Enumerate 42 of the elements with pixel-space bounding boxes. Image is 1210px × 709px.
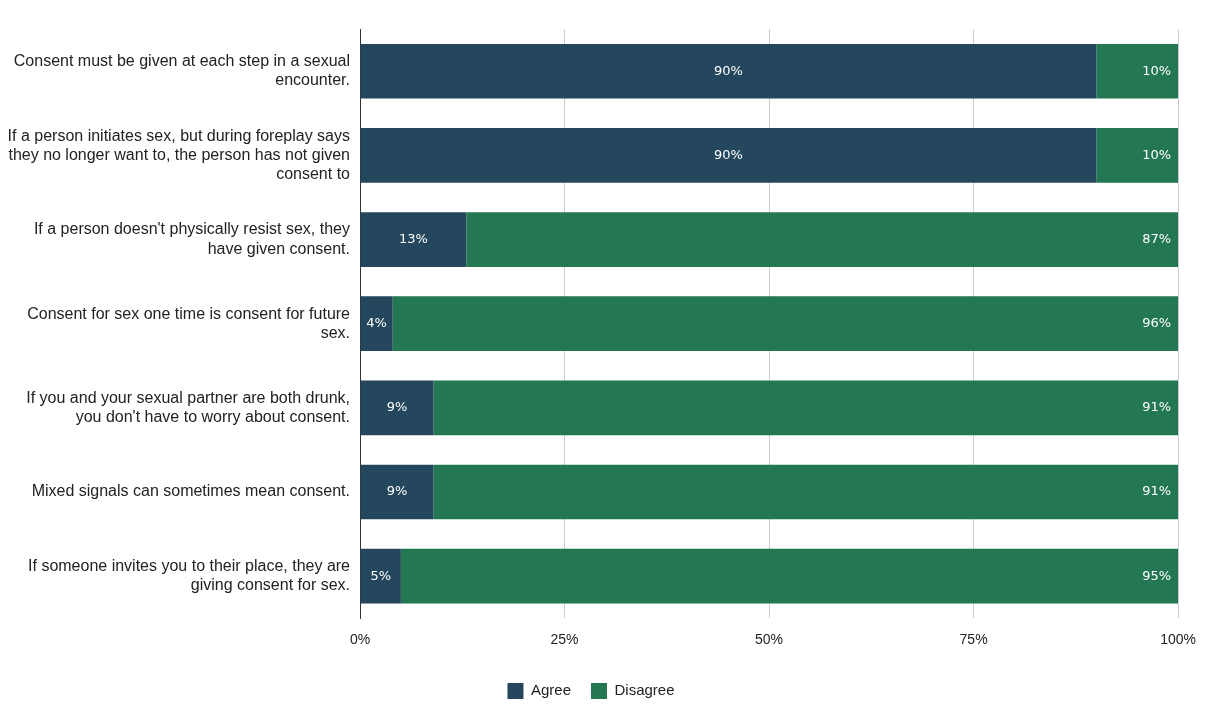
data-label: 95%: [1142, 567, 1172, 583]
data-label: 13%: [398, 230, 428, 246]
bar: [1096, 43, 1179, 99]
bar: [360, 296, 393, 352]
data-label: 91%: [1142, 483, 1172, 499]
bar: [1096, 128, 1179, 183]
bar: [433, 380, 1179, 436]
legend-label: Disagree: [614, 681, 675, 699]
x-tick-label: 75%: [959, 631, 988, 648]
y-tick-label: Consent for sex one time is consent for future sex.: [27, 304, 351, 341]
data-label: 91%: [1142, 399, 1172, 415]
bar: [360, 43, 1097, 99]
y-tick-label: Mixed signals can sometimes mean consent.: [31, 482, 350, 500]
bar: [360, 212, 467, 267]
bar: [433, 464, 1179, 520]
y-tick-label: Consent must be given at each step in a sexual encounter.: [13, 52, 350, 89]
x-tick-label: 50%: [755, 631, 784, 648]
legend-label: Agree: [530, 681, 571, 699]
bar: [360, 464, 434, 520]
bar: [466, 212, 1179, 267]
data-label: 90%: [713, 62, 743, 78]
data-label: 10%: [1142, 146, 1172, 162]
y-tick-label: If someone invites you to their place, they are giving consent for sex.: [28, 556, 351, 594]
data-label: 90%: [713, 146, 743, 162]
bar: [360, 548, 401, 604]
data-label: 4%: [366, 315, 387, 331]
y-tick-label: If a person initiates sex, but during foreplay says they no longer want to, the person has not given consent to: [7, 126, 351, 183]
y-tick-label: If a person doesn't physically resist sex, they have given consent.: [33, 220, 350, 257]
bar: [360, 128, 1097, 183]
data-label: 96%: [1142, 315, 1172, 331]
data-label: 87%: [1142, 230, 1172, 246]
y-tick-label: If you and your sexual partner are both drunk, you don't have to worry about consent.: [26, 388, 350, 425]
x-tick-label: 25%: [550, 631, 579, 648]
bar: [400, 548, 1179, 604]
bar: [360, 380, 434, 436]
x-tick-label: 0%: [349, 631, 371, 648]
data-label: 5%: [370, 567, 392, 583]
bar: [392, 296, 1179, 352]
data-label: 9%: [386, 483, 408, 499]
data-label: 9%: [386, 399, 408, 415]
data-label: 10%: [1142, 62, 1172, 78]
x-tick-label: 100%: [1160, 631, 1196, 648]
